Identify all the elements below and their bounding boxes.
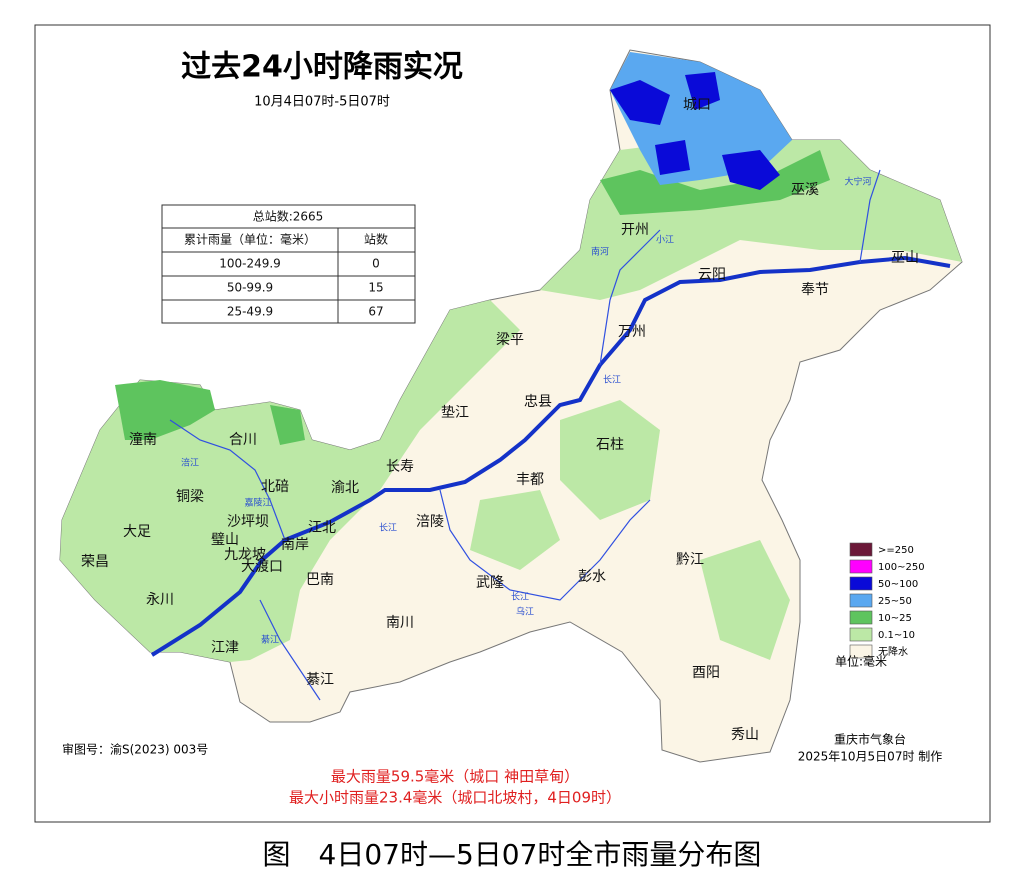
river-label: 嘉陵江 [244, 497, 271, 509]
place-label: 南岸 [281, 537, 309, 553]
river-label: 长江 [379, 522, 397, 534]
place-label: 长寿 [386, 458, 414, 475]
legend-label: 50~100 [878, 579, 918, 590]
station-table: 总站数:2665 累计雨量（单位：毫米） 站数 100-249.9 0 50-99.… [161, 204, 416, 324]
place-label: 大渡口 [241, 559, 283, 575]
place-label: 合川 [229, 432, 257, 448]
table-header: 站数 [364, 232, 388, 247]
legend-swatch [849, 576, 873, 591]
map-subtitle: 10月4日07时-5日07时 [254, 95, 390, 110]
rain-area [655, 140, 690, 175]
legend-label: 0.1~10 [878, 630, 915, 641]
legend-label: >=250 [878, 545, 914, 556]
place-label: 酉阳 [692, 665, 720, 681]
place-label: 开州 [621, 222, 649, 238]
place-label: 丰都 [516, 472, 544, 488]
yangtze-river [150, 255, 951, 657]
river-label: 小江 [656, 235, 674, 246]
place-label: 黔江 [676, 552, 704, 568]
table-title: 总站数:2665 [253, 209, 324, 224]
rain-area [722, 150, 780, 190]
legend-swatch [849, 559, 873, 574]
river-label: 綦江 [261, 634, 279, 646]
river-label: 涪江 [181, 457, 199, 469]
legend-label: 10~25 [878, 613, 912, 624]
place-label: 云阳 [698, 267, 726, 283]
legend-unit: 单位:毫米 [835, 654, 887, 669]
place-label: 石柱 [596, 437, 624, 453]
place-label: 江北 [308, 520, 336, 536]
table-cell: 100-249.9 [219, 257, 281, 271]
rain-area [600, 150, 830, 215]
place-label: 大足 [123, 524, 151, 540]
table-cell: 0 [372, 257, 380, 271]
legend-label: 25~50 [878, 596, 912, 607]
place-label: 忠县 [524, 394, 552, 410]
legend-label: 100~250 [878, 562, 925, 573]
place-label: 永川 [146, 592, 174, 608]
place-label: 潼南 [129, 431, 157, 448]
place-label: 南川 [386, 615, 414, 631]
place-label: 秀山 [731, 727, 759, 743]
place-label: 涪陵 [416, 514, 444, 530]
legend-label: 无降水 [878, 645, 908, 658]
place-label: 垫江 [441, 405, 469, 421]
figure-caption: 图 4日07时—5日07时全市雨量分布图 [263, 838, 762, 871]
place-label: 九龙坡 [224, 547, 266, 563]
max-hourly-note: 最大小时雨量23.4毫米（城口北坡村，4日09时） [289, 789, 621, 807]
map-regions [59, 49, 963, 763]
legend-swatch [849, 627, 873, 642]
rain-area [270, 405, 305, 445]
place-label: 北碚 [261, 479, 289, 495]
place-label: 武隆 [476, 575, 504, 591]
table-cell: 67 [368, 305, 383, 319]
place-label: 巫溪 [791, 182, 819, 198]
place-label: 铜梁 [176, 489, 204, 505]
place-label: 梁平 [496, 332, 524, 348]
place-label: 彭水 [578, 569, 606, 585]
place-label: 江津 [211, 640, 239, 656]
issue-time: 2025年10月5日07时 制作 [798, 750, 943, 764]
place-label: 巫山 [891, 250, 919, 266]
place-label: 綦江 [306, 672, 334, 688]
river-label: 南河 [591, 246, 609, 258]
place-label: 万州 [618, 324, 646, 340]
river-label: 大宁河 [844, 176, 871, 188]
place-label: 沙坪坝 [227, 514, 269, 530]
place-label: 巴南 [306, 572, 334, 588]
river-label: 长江 [603, 374, 621, 386]
table-border [161, 204, 416, 324]
legend-swatch [849, 610, 873, 625]
place-label: 荣昌 [81, 554, 109, 570]
legend-swatch [849, 644, 873, 659]
map-title: 过去24小时降雨实况 [181, 50, 463, 85]
legend-swatch [849, 593, 873, 608]
approval-number: 审图号：渝S(2023) 003号 [62, 742, 208, 757]
table-cell: 25-49.9 [227, 305, 273, 319]
place-label: 渝北 [331, 480, 359, 496]
issuer: 重庆市气象台 [834, 732, 906, 747]
rain-area [560, 400, 660, 520]
river-label: 长江 [511, 591, 529, 603]
legend: >=250 100~250 50~100 25~50 10~25 0.1~10 无降水 [849, 542, 925, 659]
table-cell: 15 [368, 281, 383, 295]
legend-swatch [849, 542, 873, 557]
tributary [169, 169, 881, 701]
river-label: 乌江 [516, 606, 534, 618]
rain-area [610, 80, 670, 125]
rain-area [685, 72, 720, 110]
place-label: 城口 [683, 97, 711, 113]
max-rain-note: 最大雨量59.5毫米（城口 神田草甸） [331, 768, 579, 786]
table-cell: 50-99.9 [227, 281, 273, 295]
place-label: 奉节 [801, 282, 829, 298]
place-label: 璧山 [211, 531, 239, 548]
rain-area [115, 380, 215, 440]
table-header: 累计雨量（单位：毫米） [184, 232, 316, 247]
rain-area [470, 490, 560, 570]
rain-area [700, 540, 790, 660]
rain-area [610, 52, 792, 185]
